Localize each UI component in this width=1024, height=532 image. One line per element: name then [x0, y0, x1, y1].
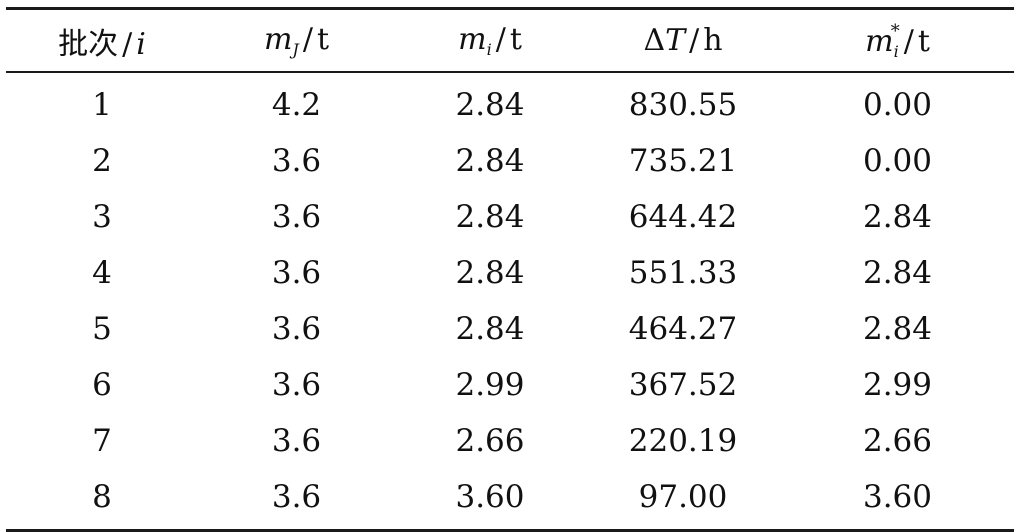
- table-row: 5 3.6 2.84 464.27 2.84: [6, 301, 1014, 357]
- cell-dt: 644.42: [628, 199, 738, 235]
- table-row: 7 3.6 2.66 220.19 2.66: [6, 413, 1014, 469]
- cell-mj: 3.6: [271, 255, 322, 291]
- cell-mj: 3.6: [271, 479, 322, 515]
- cell-batch: 5: [92, 311, 112, 347]
- cell-mi: 2.84: [455, 87, 525, 123]
- cell-mi: 2.84: [455, 255, 525, 291]
- cell-mi: 2.99: [455, 367, 525, 403]
- cell-mistar: 0.00: [862, 87, 933, 123]
- header-mistar-sup: *: [890, 20, 900, 42]
- header-mi: mi / t: [395, 22, 585, 59]
- cell-mistar: 0.00: [862, 143, 933, 179]
- header-mistar-symbol: m: [865, 23, 894, 59]
- table-row: 1 4.2 2.84 830.55 0.00: [6, 77, 1014, 133]
- table-row: 3 3.6 2.84 644.42 2.84: [6, 189, 1014, 245]
- header-dt-delta: Δ: [643, 23, 666, 58]
- cell-mj: 3.6: [271, 311, 322, 347]
- header-mj-unit: t: [316, 22, 330, 57]
- cell-batch: 1: [92, 87, 112, 123]
- cell-mistar: 2.66: [862, 423, 933, 459]
- table-header-row: 批次 / i mJ / t mi / t ΔT / h mi* / t: [6, 10, 1014, 71]
- table-row: 8 3.6 3.60 97.00 3.60: [6, 469, 1014, 525]
- cell-mj: 3.6: [271, 423, 322, 459]
- header-mi-symbol: m: [458, 22, 487, 57]
- header-mj-symbol: m: [263, 22, 293, 57]
- cell-batch: 3: [92, 199, 112, 235]
- cell-batch: 7: [92, 423, 112, 459]
- cell-mi: 2.84: [455, 311, 525, 347]
- cell-dt: 551.33: [628, 255, 738, 291]
- cell-dt: 464.27: [628, 311, 738, 347]
- cell-mj: 4.2: [271, 87, 322, 123]
- cell-mi: 3.60: [455, 479, 525, 515]
- header-batch-label: 批次: [58, 26, 119, 62]
- cell-mi: 2.84: [455, 143, 525, 179]
- table-row: 2 3.6 2.84 735.21 0.00: [6, 133, 1014, 189]
- header-mistar-sub: i: [893, 41, 899, 61]
- header-mj-sub: J: [292, 40, 299, 59]
- cell-batch: 4: [92, 255, 112, 291]
- header-dt-slash: /: [689, 23, 700, 58]
- header-mi-sub: i: [486, 40, 492, 59]
- header-mj: mJ / t: [198, 22, 395, 59]
- cell-mistar: 3.60: [862, 479, 933, 515]
- table-body: 1 4.2 2.84 830.55 0.00 2 3.6 2.84 735.21…: [6, 73, 1014, 529]
- cell-batch: 6: [92, 367, 112, 403]
- table-row: 6 3.6 2.99 367.52 2.99: [6, 357, 1014, 413]
- header-dt-symbol: T: [665, 23, 686, 58]
- data-table: 批次 / i mJ / t mi / t ΔT / h mi* / t 1 4.2 2.84 830…: [6, 7, 1014, 532]
- cell-mistar: 2.84: [862, 255, 933, 291]
- header-batch-var: i: [136, 26, 146, 62]
- cell-dt: 735.21: [628, 143, 738, 179]
- cell-mi: 2.84: [455, 199, 525, 235]
- table-row: 4 3.6 2.84 551.33 2.84: [6, 245, 1014, 301]
- cell-mistar: 2.99: [862, 367, 933, 403]
- header-rule: [6, 71, 1014, 73]
- cell-mistar: 2.84: [862, 311, 933, 347]
- cell-mistar: 2.84: [862, 199, 933, 235]
- header-batch: 批次 / i: [6, 19, 198, 63]
- cell-mj: 3.6: [271, 143, 322, 179]
- top-rule: [6, 7, 1014, 10]
- cell-dt: 220.19: [628, 423, 738, 459]
- cell-mi: 2.66: [455, 423, 525, 459]
- cell-dt: 367.52: [628, 367, 738, 403]
- header-batch-slash: /: [122, 26, 133, 62]
- cell-batch: 8: [92, 479, 112, 515]
- cell-dt: 830.55: [628, 87, 738, 123]
- cell-mj: 3.6: [271, 199, 322, 235]
- header-mj-slash: /: [302, 22, 313, 57]
- header-mistar-unit: t: [917, 23, 930, 59]
- header-mistar: mi* / t: [781, 21, 1014, 61]
- header-mi-unit: t: [509, 22, 522, 57]
- header-dt-unit: h: [703, 23, 723, 58]
- header-mistar-slash: /: [903, 23, 914, 59]
- cell-batch: 2: [92, 143, 112, 179]
- cell-mj: 3.6: [271, 367, 322, 403]
- cell-dt: 97.00: [638, 479, 728, 515]
- header-mi-slash: /: [495, 22, 506, 57]
- header-dt: ΔT / h: [585, 23, 781, 58]
